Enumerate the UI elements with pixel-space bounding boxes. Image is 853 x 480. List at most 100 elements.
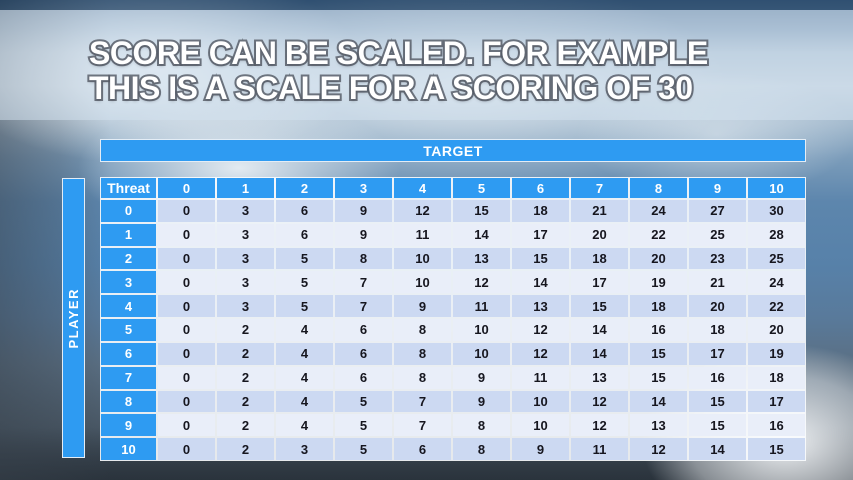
column-header-cell: 4 bbox=[394, 178, 451, 198]
row-header-cell: 4 bbox=[101, 295, 156, 318]
score-cell: 0 bbox=[158, 200, 215, 222]
row-header-cell: 7 bbox=[101, 366, 156, 389]
score-cell: 9 bbox=[512, 438, 569, 460]
score-cell: 18 bbox=[630, 295, 687, 318]
score-cell: 9 bbox=[335, 200, 392, 222]
score-cell: 4 bbox=[276, 366, 333, 389]
row-header-cell: 6 bbox=[101, 342, 156, 365]
score-cell: 25 bbox=[689, 223, 746, 246]
score-cell: 15 bbox=[630, 366, 687, 389]
score-cell: 13 bbox=[630, 414, 687, 437]
score-cell: 6 bbox=[276, 200, 333, 222]
score-cell: 2 bbox=[217, 319, 274, 341]
score-cell: 9 bbox=[453, 366, 510, 389]
score-cell: 9 bbox=[453, 390, 510, 413]
score-cell: 20 bbox=[571, 223, 628, 246]
score-cell: 10 bbox=[512, 390, 569, 413]
score-cell: 8 bbox=[453, 438, 510, 460]
score-cell: 11 bbox=[453, 295, 510, 318]
column-header-cell: 10 bbox=[748, 178, 805, 198]
score-cell: 14 bbox=[571, 342, 628, 365]
score-cell: 0 bbox=[158, 271, 215, 294]
score-cell: 6 bbox=[335, 319, 392, 341]
score-cell: 16 bbox=[689, 366, 746, 389]
score-cell: 18 bbox=[512, 200, 569, 222]
score-cell: 7 bbox=[335, 295, 392, 318]
score-cell: 4 bbox=[276, 342, 333, 365]
score-cell: 8 bbox=[453, 414, 510, 437]
slide-title: SCORE CAN BE SCALED. FOR EXAMPLE THIS IS… bbox=[87, 34, 710, 108]
row-header-cell: 3 bbox=[101, 271, 156, 294]
score-cell: 16 bbox=[630, 319, 687, 341]
score-cell: 15 bbox=[453, 200, 510, 222]
score-cell: 8 bbox=[394, 342, 451, 365]
score-cell: 5 bbox=[276, 247, 333, 270]
score-cell: 18 bbox=[689, 319, 746, 341]
column-header-cell: 8 bbox=[630, 178, 687, 198]
score-cell: 18 bbox=[571, 247, 628, 270]
score-cell: 13 bbox=[512, 295, 569, 318]
score-cell: 11 bbox=[512, 366, 569, 389]
score-cell: 2 bbox=[217, 342, 274, 365]
score-cell: 22 bbox=[630, 223, 687, 246]
row-header-cell: 5 bbox=[101, 319, 156, 341]
column-header-cell: 6 bbox=[512, 178, 569, 198]
score-cell: 7 bbox=[335, 271, 392, 294]
score-cell: 12 bbox=[512, 319, 569, 341]
column-header-cell: 2 bbox=[276, 178, 333, 198]
score-cell: 8 bbox=[394, 319, 451, 341]
score-cell: 17 bbox=[689, 342, 746, 365]
title-line-2: THIS IS A SCALE FOR A SCORING OF 30 bbox=[87, 69, 695, 108]
target-header-bar: TARGET bbox=[100, 139, 806, 162]
score-cell: 12 bbox=[571, 390, 628, 413]
score-cell: 14 bbox=[512, 271, 569, 294]
score-cell: 3 bbox=[217, 271, 274, 294]
score-cell: 23 bbox=[689, 247, 746, 270]
score-cell: 5 bbox=[335, 390, 392, 413]
score-cell: 19 bbox=[748, 342, 805, 365]
score-cell: 12 bbox=[394, 200, 451, 222]
score-cell: 7 bbox=[394, 390, 451, 413]
score-cell: 21 bbox=[571, 200, 628, 222]
score-cell: 11 bbox=[394, 223, 451, 246]
column-header-cell: 3 bbox=[335, 178, 392, 198]
score-table: Threat 0 1 2 3 4 5 6 7 8 9 10 0 0 3 6 9 12 15 18 21 24 27 30 1 0 3… bbox=[100, 177, 806, 461]
score-cell: 3 bbox=[276, 438, 333, 460]
score-cell: 3 bbox=[217, 200, 274, 222]
player-label: PLAYER bbox=[66, 287, 81, 349]
score-cell: 2 bbox=[217, 438, 274, 460]
score-cell: 5 bbox=[276, 295, 333, 318]
score-cell: 7 bbox=[394, 414, 451, 437]
top-accent-bar bbox=[0, 0, 853, 10]
score-cell: 27 bbox=[689, 200, 746, 222]
corner-header-threat: Threat bbox=[101, 178, 156, 198]
score-cell: 0 bbox=[158, 247, 215, 270]
score-cell: 0 bbox=[158, 223, 215, 246]
score-cell: 28 bbox=[748, 223, 805, 246]
score-cell: 22 bbox=[748, 295, 805, 318]
score-cell: 24 bbox=[630, 200, 687, 222]
score-cell: 11 bbox=[571, 438, 628, 460]
score-cell: 17 bbox=[512, 223, 569, 246]
score-cell: 14 bbox=[630, 390, 687, 413]
title-band bbox=[0, 10, 853, 120]
row-header-cell: 8 bbox=[101, 390, 156, 413]
row-header-cell: 10 bbox=[101, 438, 156, 460]
score-cell: 6 bbox=[276, 223, 333, 246]
score-cell: 2 bbox=[217, 414, 274, 437]
score-cell: 15 bbox=[748, 438, 805, 460]
score-cell: 5 bbox=[335, 414, 392, 437]
score-cell: 4 bbox=[276, 319, 333, 341]
score-cell: 17 bbox=[571, 271, 628, 294]
score-cell: 3 bbox=[217, 247, 274, 270]
score-cell: 9 bbox=[335, 223, 392, 246]
score-cell: 13 bbox=[453, 247, 510, 270]
score-cell: 10 bbox=[394, 247, 451, 270]
score-cell: 17 bbox=[748, 390, 805, 413]
score-cell: 20 bbox=[630, 247, 687, 270]
score-cell: 24 bbox=[748, 271, 805, 294]
row-header-cell: 9 bbox=[101, 414, 156, 437]
score-cell: 13 bbox=[571, 366, 628, 389]
score-cell: 3 bbox=[217, 295, 274, 318]
column-header-cell: 0 bbox=[158, 178, 215, 198]
